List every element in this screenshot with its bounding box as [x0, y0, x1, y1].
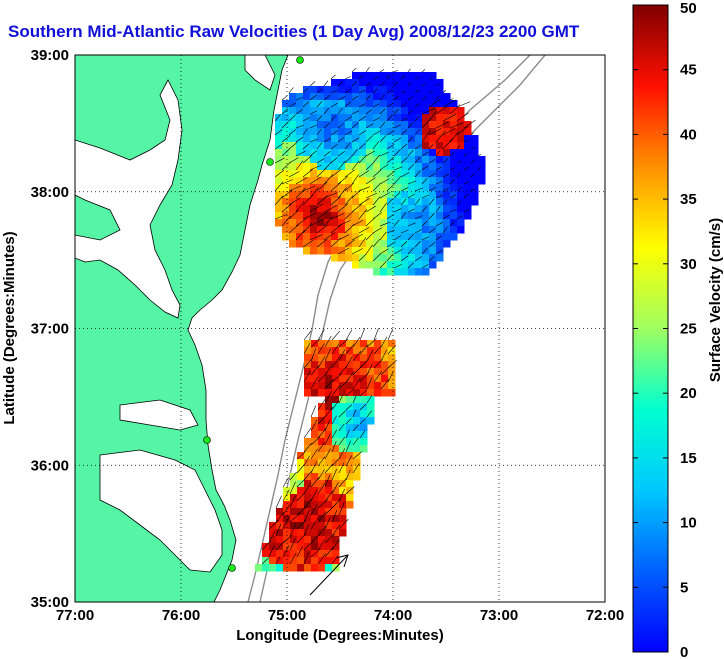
colorbar [632, 4, 669, 653]
x-tick-label: 73:00 [480, 607, 518, 624]
y-tick-label: 39:00 [31, 47, 69, 64]
colorbar-tick-label: 50 [680, 0, 697, 17]
colorbar-tick-label: 5 [680, 579, 688, 596]
station-marker[interactable] [266, 158, 274, 166]
colorbar-tick-label: 40 [680, 126, 697, 143]
albemarle-sound [119, 399, 199, 431]
y-tick-label: 37:00 [31, 321, 69, 338]
x-axis-label: Longitude (Degrees:Minutes) [236, 627, 444, 644]
x-tick-label: 77:00 [56, 607, 94, 624]
colorbar-tick-label: 10 [680, 515, 697, 532]
station-marker[interactable] [203, 436, 211, 444]
colorbar-tick-label: 15 [680, 450, 697, 467]
velocity-field-north[interactable] [275, 72, 486, 276]
x-tick-label: 76:00 [162, 607, 200, 624]
y-tick-label: 35:00 [31, 594, 69, 611]
velocity-vectors [261, 66, 482, 565]
map-title: Southern Mid-Atlantic Raw Velocities (1 … [8, 22, 580, 41]
x-tick-label: 72:00 [586, 607, 624, 624]
colorbar-tick-label: 25 [680, 321, 697, 338]
map-grid [75, 55, 605, 602]
colorbar-tick-label: 35 [680, 191, 697, 208]
x-tick-label: 74:00 [374, 607, 412, 624]
colorbar-tick-label: 20 [680, 385, 697, 402]
chesapeake-bay [75, 79, 183, 319]
x-axis-ticks: 77:00 76:00 75:00 74:00 73:00 72:00 [56, 607, 624, 624]
delaware-bay [244, 55, 276, 91]
y-axis-label: Latitude (Degrees:Minutes) [1, 231, 18, 424]
station-marker[interactable] [228, 564, 236, 572]
arrow-icon [309, 554, 349, 596]
colorbar-tick-label: 30 [680, 256, 697, 273]
map-frame [74, 54, 606, 603]
x-tick-label: 75:00 [268, 607, 306, 624]
colorbar-tick-label: 45 [680, 62, 697, 79]
y-axis-ticks: 39:00 38:00 37:00 36:00 35:00 [31, 47, 69, 611]
colorbar-tick-label: 0 [680, 644, 688, 659]
colorbar-label: Surface Velocity (cm/s) [707, 218, 724, 382]
y-tick-label: 36:00 [31, 457, 69, 474]
pamlico-sound [99, 449, 223, 573]
y-tick-label: 38:00 [31, 184, 69, 201]
station-marker[interactable] [296, 56, 304, 64]
